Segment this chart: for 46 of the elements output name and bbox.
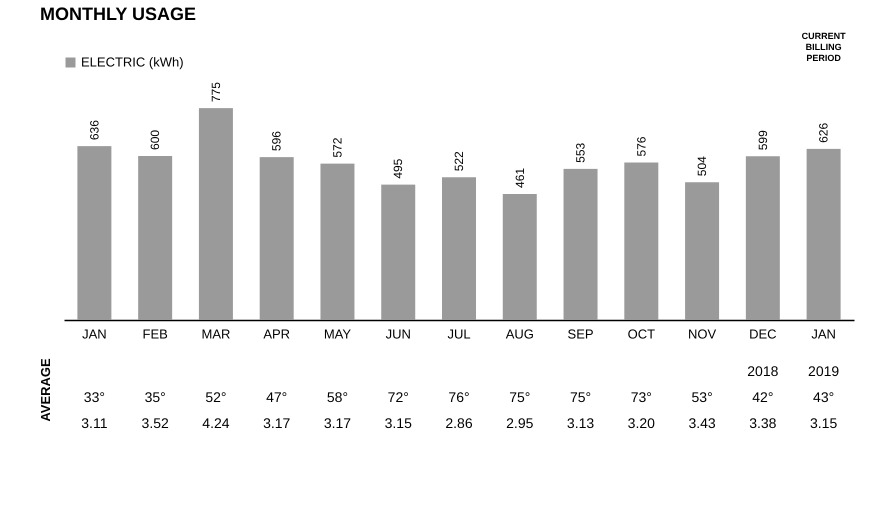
bar [806,148,841,320]
x-tick-label: JUL [447,326,471,342]
data-label: 576 [634,136,648,157]
data-label: 522 [452,150,466,172]
chart-title: MONTHLY USAGE [40,4,196,24]
bar [624,162,658,320]
bar [320,164,354,320]
x-tick-label: MAR [201,326,230,342]
x-tick-label: APR [263,326,290,342]
data-label: 636 [87,120,102,140]
data-label: 599 [756,130,770,150]
x-tick-label: AUG [506,326,534,342]
data-label: 572 [330,137,344,158]
x-tick-label: JAN [82,326,107,342]
x-tick-label: MAY [324,326,352,342]
x-tick-label: JAN [811,326,836,342]
text: 33° 35° 52° 47° 58° 72° 76° 75° 75° 73° 53° 42° 43° [84,389,834,405]
bar [564,168,598,320]
data-label: 600 [148,130,162,150]
bar [138,156,172,320]
bar [746,156,780,320]
data-label: 553 [574,142,588,163]
bar [685,182,720,320]
data-label: 461 [512,168,527,188]
x-tick-label: OCT [628,326,656,342]
bar [198,108,233,320]
data-label: 596 [270,130,284,152]
data-label: 504 [695,156,710,176]
x-tick-label: JUN [386,326,411,342]
data-label: 626 [816,122,831,143]
x-tick-label: FEB [142,326,168,342]
bar [381,184,416,320]
bar [77,146,112,320]
x-tick-label: DEC [749,326,777,342]
text: CURRENT BILLING PERIOD [802,31,846,63]
x-tick-label: SEP [568,326,594,342]
x-tick-label: NOV [688,326,716,342]
legend-label: ELECTRIC (kWh) [81,54,184,70]
text: 3.11 3.52 4.24 3.17 3.17 3.15 2.86 2.95 3.13 3.20 3.43 3.38 3.15 [81,415,838,431]
bar [260,157,294,320]
bar [442,177,476,320]
data-label: 495 [391,158,406,179]
text: 2018 2019 [747,363,840,379]
text: AVERAGE [38,358,53,422]
data-label: 775 [208,82,223,102]
bar [502,194,537,320]
